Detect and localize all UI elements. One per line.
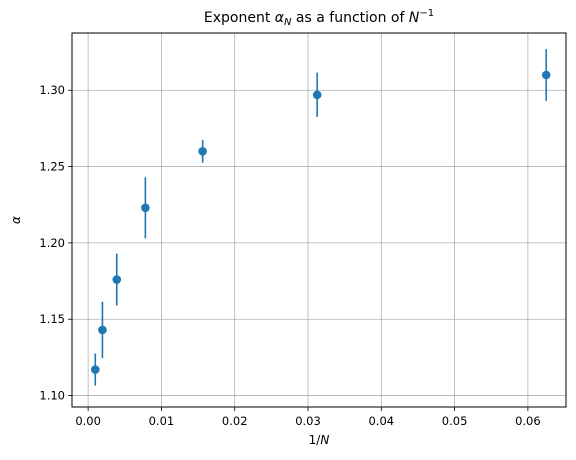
- y-tick-label: 1.30: [39, 83, 65, 97]
- grid-lines: [72, 33, 566, 407]
- data-series: [90, 49, 551, 386]
- chart-title: Exponent αN as a function of N−1: [204, 8, 434, 28]
- data-point: [112, 275, 122, 284]
- y-tick-label: 1.25: [39, 160, 65, 174]
- x-tick-label: 0.02: [222, 414, 248, 428]
- y-tick-label: 1.15: [39, 312, 65, 326]
- x-tick-label: 0.05: [442, 414, 468, 428]
- x-tick-label: 0.03: [295, 414, 321, 428]
- data-point: [98, 325, 107, 335]
- data-point: [198, 147, 207, 156]
- data-point: [312, 90, 322, 100]
- y-axis-label: α: [9, 216, 23, 224]
- data-point: [141, 203, 150, 213]
- x-tick-label: 0.00: [75, 414, 101, 428]
- plot-frame: [71, 32, 567, 408]
- data-point: [90, 365, 100, 374]
- axis-ticks: 0.00 0.01 0.02 0.03 0.04 0.05 0.06 1.10 1.15 1.20…: [39, 83, 540, 428]
- y-tick-label: 1.10: [39, 389, 65, 403]
- data-point: [541, 70, 551, 80]
- x-tick-label: 0.04: [368, 414, 394, 428]
- x-tick-label: 0.06: [515, 414, 541, 428]
- y-tick-label: 1.20: [39, 236, 65, 250]
- x-axis-label: 1/N: [309, 433, 330, 447]
- x-tick-label: 0.01: [149, 414, 175, 428]
